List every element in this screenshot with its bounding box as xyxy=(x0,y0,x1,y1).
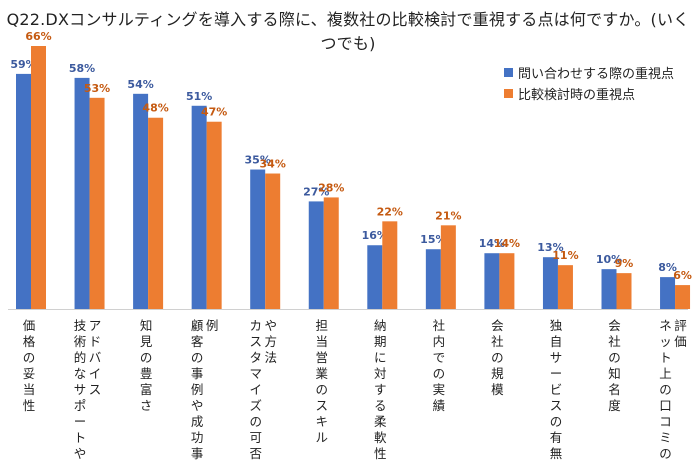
bar-2-11 xyxy=(616,273,632,309)
category-label-5: カスタマイズの可否や方法 xyxy=(249,318,277,461)
category-label-8: 社内での実績 xyxy=(433,318,446,413)
bar-2-10 xyxy=(557,265,573,309)
data-label-2-7: 22% xyxy=(377,205,403,218)
data-label-2-12: 6% xyxy=(673,269,692,282)
data-label-1-1: 59% xyxy=(10,58,36,71)
bar-2-12 xyxy=(675,285,691,309)
category-label-6: 担当営業のスキル xyxy=(315,318,328,445)
data-label-2-6: 28% xyxy=(318,181,344,194)
bar-1-8 xyxy=(425,249,441,309)
data-label-1-6: 27% xyxy=(303,185,329,198)
legend-label-series-1: 問い合わせする際の重視点 xyxy=(518,67,675,82)
bar-1-12 xyxy=(660,277,676,309)
data-label-1-9: 14% xyxy=(479,237,505,250)
bar-1-9 xyxy=(484,253,500,309)
bar-2-6 xyxy=(323,197,339,309)
bar-1-11 xyxy=(601,269,617,309)
data-label-1-12: 8% xyxy=(658,261,677,274)
data-label-2-3: 48% xyxy=(142,102,168,115)
bar-1-5 xyxy=(250,169,266,309)
data-label-2-4: 47% xyxy=(201,106,227,119)
category-label-11: 会社の知名度 xyxy=(608,318,621,413)
bar-1-10 xyxy=(542,257,558,309)
legend-label-series-2: 比較検討時の重視点 xyxy=(518,88,636,103)
category-label-7: 納期に対する柔軟性 xyxy=(374,318,387,461)
data-label-1-7: 16% xyxy=(362,229,388,242)
bar-1-2 xyxy=(74,77,90,309)
data-label-2-11: 9% xyxy=(615,257,634,270)
bar-1-1 xyxy=(16,73,31,309)
bar-2-2 xyxy=(89,97,105,309)
legend: 問い合わせする際の重視点 比較検討時の重視点 xyxy=(504,62,674,104)
bar-2-7 xyxy=(382,221,398,309)
chart-title: Q22.DXコンサルティングを導入する際に、複数社の比較検討で重視する点は何です… xyxy=(6,10,690,53)
bar-1-4 xyxy=(191,105,207,309)
category-label-1: 価格の妥当性 xyxy=(23,318,36,413)
data-label-2-9: 14% xyxy=(494,237,520,250)
bar-2-8 xyxy=(440,225,456,309)
bar-2-4 xyxy=(206,121,222,309)
category-label-3: 知見の豊富さ xyxy=(140,318,153,413)
bar-1-6 xyxy=(308,201,324,309)
data-label-2-2: 53% xyxy=(84,82,110,95)
bar-2-1 xyxy=(31,46,46,309)
bar-2-3 xyxy=(148,117,164,310)
data-label-1-11: 10% xyxy=(596,253,622,266)
data-label-1-2: 58% xyxy=(69,62,95,75)
bar-2-5 xyxy=(265,173,281,309)
category-label-4: 顧客の事例や成功事例 xyxy=(191,318,219,461)
data-label-2-1: 66% xyxy=(25,30,51,43)
data-label-1-3: 54% xyxy=(127,78,153,91)
category-label-2: 技術的なサポートやアドバイス xyxy=(74,318,102,461)
bar-1-3 xyxy=(133,93,149,310)
legend-item-series-2: 比較検討時の重視点 xyxy=(504,83,674,104)
category-label-12: ネット上の口コミの評価 xyxy=(659,318,687,461)
category-label-9: 会社の規模 xyxy=(491,318,504,397)
legend-swatch-series-1 xyxy=(504,68,513,77)
legend-swatch-series-2 xyxy=(504,89,513,98)
data-label-1-5: 35% xyxy=(245,154,271,167)
data-label-1-4: 51% xyxy=(186,90,212,103)
data-label-1-10: 13% xyxy=(537,241,563,254)
bar-1-7 xyxy=(367,245,383,309)
data-label-1-8: 15% xyxy=(420,233,446,246)
category-label-10: 独自サービスの有無 xyxy=(550,318,563,461)
legend-item-series-1: 問い合わせする際の重視点 xyxy=(504,62,674,83)
data-label-2-8: 21% xyxy=(435,209,461,222)
data-label-2-5: 34% xyxy=(260,158,286,171)
data-label-2-10: 11% xyxy=(552,249,578,262)
bar-2-9 xyxy=(499,253,515,309)
